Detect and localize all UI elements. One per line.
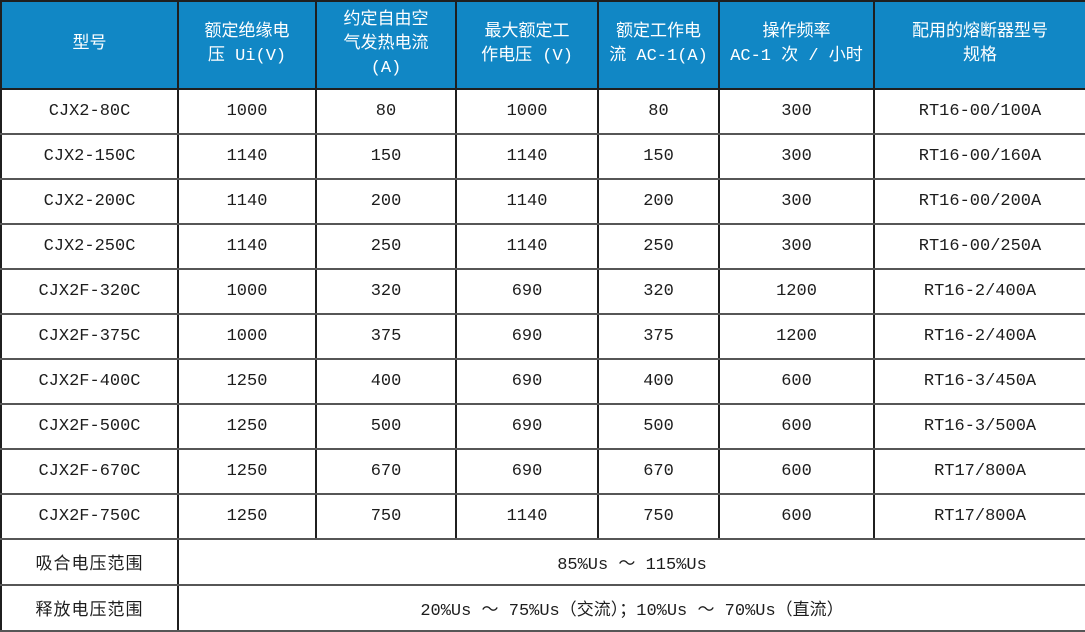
value-cell: 320 <box>597 268 720 315</box>
value-cell: 150 <box>597 133 720 180</box>
model-cell: CJX2-150C <box>0 133 179 180</box>
table-row: CJX2-80C 1000 80 1000 80 300 RT16-00/100… <box>0 88 1085 135</box>
col-header-conventional-thermal-current: 约定自由空 气发热电流 (A) <box>315 0 457 90</box>
value-cell: 300 <box>718 88 875 135</box>
value-cell: 1000 <box>177 88 317 135</box>
fuse-cell: RT16-00/250A <box>873 223 1085 270</box>
table-row: CJX2F-500C 1250 500 690 500 600 RT16-3/5… <box>0 403 1085 450</box>
value-cell: 1250 <box>177 403 317 450</box>
value-cell: 300 <box>718 133 875 180</box>
model-cell: CJX2F-375C <box>0 313 179 360</box>
value-cell: 1000 <box>177 268 317 315</box>
table-row: CJX2-150C 1140 150 1140 150 300 RT16-00/… <box>0 133 1085 180</box>
value-cell: 200 <box>315 178 457 225</box>
value-cell: 300 <box>718 178 875 225</box>
value-cell: 600 <box>718 448 875 495</box>
col-header-max-working-voltage: 最大额定工 作电压 (V) <box>455 0 599 90</box>
value-cell: 400 <box>315 358 457 405</box>
table-row: CJX2F-670C 1250 670 690 670 600 RT17/800… <box>0 448 1085 495</box>
fuse-cell: RT16-3/450A <box>873 358 1085 405</box>
value-cell: 1140 <box>177 223 317 270</box>
table-row: CJX2F-750C 1250 750 1140 750 600 RT17/80… <box>0 493 1085 540</box>
model-cell: CJX2F-400C <box>0 358 179 405</box>
value-cell: 600 <box>718 493 875 540</box>
col-header-rated-insulation-voltage: 额定绝缘电 压 Ui(V) <box>177 0 317 90</box>
model-cell: CJX2F-750C <box>0 493 179 540</box>
footer-label-cell: 释放电压范围 <box>0 584 179 632</box>
value-cell: 250 <box>315 223 457 270</box>
fuse-cell: RT17/800A <box>873 448 1085 495</box>
value-cell: 1250 <box>177 448 317 495</box>
value-cell: 1250 <box>177 358 317 405</box>
value-cell: 690 <box>455 268 599 315</box>
header-row: 型号 额定绝缘电 压 Ui(V) 约定自由空 气发热电流 (A) 最大额定工 作… <box>0 0 1085 90</box>
value-cell: 1140 <box>455 493 599 540</box>
value-cell: 1140 <box>455 178 599 225</box>
fuse-cell: RT16-2/400A <box>873 313 1085 360</box>
value-cell: 1140 <box>455 133 599 180</box>
value-cell: 670 <box>597 448 720 495</box>
value-cell: 200 <box>597 178 720 225</box>
table-row: CJX2F-400C 1250 400 690 400 600 RT16-3/4… <box>0 358 1085 405</box>
value-cell: 500 <box>597 403 720 450</box>
footer-label-cell: 吸合电压范围 <box>0 538 179 586</box>
footer-value-cell: 85%Us ～ 115%Us <box>177 538 1085 586</box>
value-cell: 750 <box>315 493 457 540</box>
value-cell: 1250 <box>177 493 317 540</box>
table-row: CJX2F-320C 1000 320 690 320 1200 RT16-2/… <box>0 268 1085 315</box>
value-cell: 1140 <box>177 133 317 180</box>
value-cell: 250 <box>597 223 720 270</box>
value-cell: 500 <box>315 403 457 450</box>
col-header-model: 型号 <box>0 0 179 90</box>
value-cell: 400 <box>597 358 720 405</box>
value-cell: 320 <box>315 268 457 315</box>
col-header-fuse-spec: 配用的熔断器型号 规格 <box>873 0 1085 90</box>
value-cell: 150 <box>315 133 457 180</box>
footer-value-cell: 20%Us ～ 75%Us（交流）；10%Us ～ 70%Us（直流） <box>177 584 1085 632</box>
fuse-cell: RT16-00/100A <box>873 88 1085 135</box>
fuse-cell: RT16-00/160A <box>873 133 1085 180</box>
fuse-cell: RT16-3/500A <box>873 403 1085 450</box>
table-row: CJX2-200C 1140 200 1140 200 300 RT16-00/… <box>0 178 1085 225</box>
value-cell: 600 <box>718 403 875 450</box>
value-cell: 375 <box>597 313 720 360</box>
model-cell: CJX2-250C <box>0 223 179 270</box>
value-cell: 80 <box>315 88 457 135</box>
value-cell: 690 <box>455 403 599 450</box>
model-cell: CJX2-200C <box>0 178 179 225</box>
value-cell: 375 <box>315 313 457 360</box>
value-cell: 1200 <box>718 313 875 360</box>
table-row: CJX2F-375C 1000 375 690 375 1200 RT16-2/… <box>0 313 1085 360</box>
fuse-cell: RT16-2/400A <box>873 268 1085 315</box>
model-cell: CJX2F-670C <box>0 448 179 495</box>
release-voltage-row: 释放电压范围 20%Us ～ 75%Us（交流）；10%Us ～ 70%Us（直… <box>0 584 1085 632</box>
model-cell: CJX2F-500C <box>0 403 179 450</box>
value-cell: 690 <box>455 313 599 360</box>
fuse-cell: RT16-00/200A <box>873 178 1085 225</box>
value-cell: 670 <box>315 448 457 495</box>
model-cell: CJX2F-320C <box>0 268 179 315</box>
model-cell: CJX2-80C <box>0 88 179 135</box>
value-cell: 80 <box>597 88 720 135</box>
fuse-cell: RT17/800A <box>873 493 1085 540</box>
value-cell: 750 <box>597 493 720 540</box>
value-cell: 1000 <box>177 313 317 360</box>
col-header-operating-frequency: 操作频率 AC-1 次 / 小时 <box>718 0 875 90</box>
value-cell: 1200 <box>718 268 875 315</box>
value-cell: 300 <box>718 223 875 270</box>
pickup-voltage-row: 吸合电压范围 85%Us ～ 115%Us <box>0 538 1085 586</box>
table-row: CJX2-250C 1140 250 1140 250 300 RT16-00/… <box>0 223 1085 270</box>
value-cell: 1140 <box>455 223 599 270</box>
value-cell: 690 <box>455 448 599 495</box>
value-cell: 1000 <box>455 88 599 135</box>
col-header-rated-working-current: 额定工作电 流 AC-1(A) <box>597 0 720 90</box>
value-cell: 1140 <box>177 178 317 225</box>
value-cell: 690 <box>455 358 599 405</box>
value-cell: 600 <box>718 358 875 405</box>
